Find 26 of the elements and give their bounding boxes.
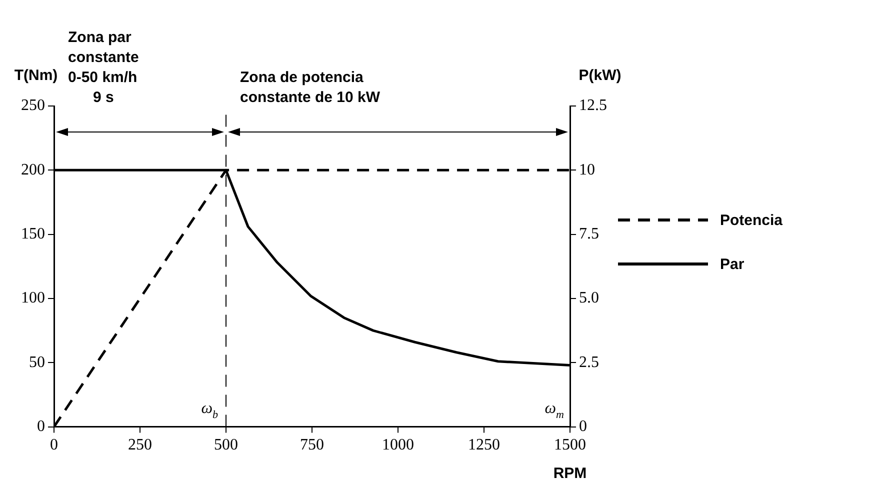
x-axis-title: RPM	[553, 465, 587, 482]
y2-tick-label: 10	[579, 161, 595, 178]
y-tick-label: 100	[21, 290, 45, 307]
y-tick-label: 0	[37, 418, 45, 436]
y2-tick-label: 7.5	[579, 226, 599, 243]
annotation: Zona de potencia constante de 10 kW	[240, 69, 381, 106]
y2-tick-label: 2.5	[579, 354, 599, 371]
text: Par	[720, 256, 744, 272]
y-tick-label: 250	[21, 97, 45, 114]
y2-tick-label: 5.0	[579, 290, 599, 307]
x-tick-label: 1250	[468, 436, 500, 454]
y-axis-title: T(Nm)	[14, 67, 58, 84]
y2-tick-label: 12.5	[579, 97, 607, 114]
x-tick-label: 750	[300, 436, 324, 454]
x-tick-label: 500	[214, 436, 238, 454]
y-tick-label: 50	[29, 354, 45, 371]
y-tick-label: 200	[21, 161, 45, 178]
y-tick-label: 150	[21, 226, 45, 243]
x-tick-label: 250	[128, 436, 152, 454]
text: Potencia	[720, 212, 783, 228]
x-tick-label: 0	[50, 436, 58, 454]
annotation: Zona par constante 0-50 km/h 9 s	[68, 29, 139, 106]
y2-tick-label: 0	[579, 418, 587, 436]
x-tick-label: 1500	[554, 436, 586, 454]
y2-axis-title: P(kW)	[578, 67, 622, 84]
x-tick-label: 1000	[382, 436, 414, 454]
